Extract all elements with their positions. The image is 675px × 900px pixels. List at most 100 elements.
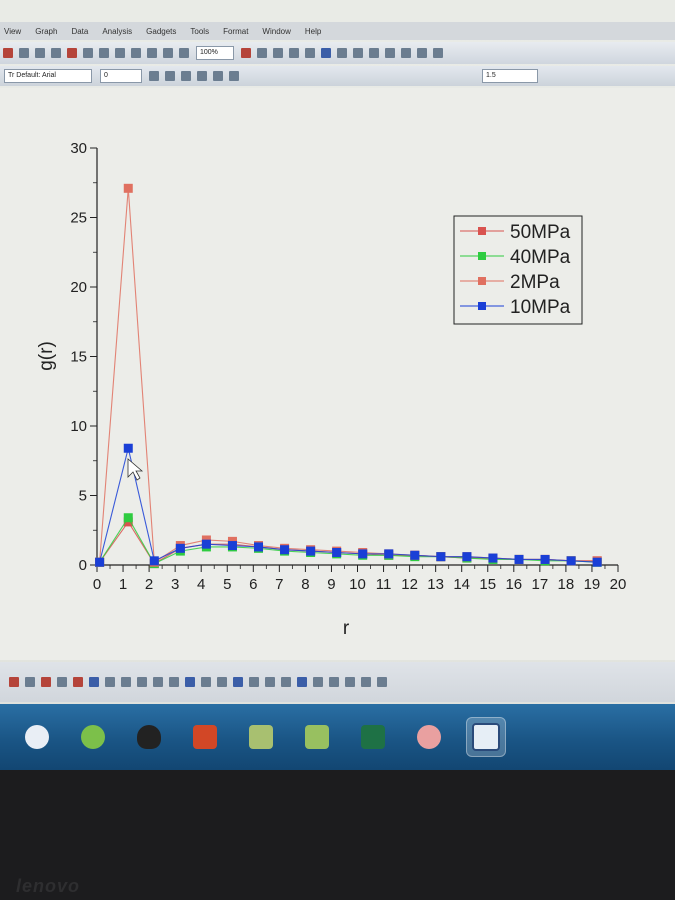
code-builder-icon[interactable]: [305, 48, 315, 58]
polar-plot-icon[interactable]: [137, 677, 147, 687]
menu-item-format[interactable]: Format: [223, 26, 249, 36]
greek-icon[interactable]: [229, 71, 239, 81]
data-point: [462, 552, 472, 562]
copy-page-icon[interactable]: [131, 48, 141, 58]
line-plot-icon[interactable]: [25, 677, 35, 687]
italic-icon[interactable]: [165, 71, 175, 81]
legend-label: 10MPa: [510, 297, 571, 318]
add-layer-icon[interactable]: [337, 48, 347, 58]
taskbar-browser[interactable]: [74, 718, 112, 756]
draw-data-icon[interactable]: [417, 48, 427, 58]
ungroup-icon[interactable]: [313, 677, 323, 687]
area-plot-icon[interactable]: [57, 677, 67, 687]
series-line: [99, 448, 598, 563]
x-tick-label: 4: [197, 576, 205, 593]
series-50mpa: [95, 517, 602, 569]
legend-item: 40MPa: [460, 247, 571, 268]
data-point: [227, 541, 237, 551]
print-icon[interactable]: [115, 48, 125, 58]
taskbar-app-green[interactable]: [242, 718, 280, 756]
data-point: [592, 557, 602, 567]
screen-reader-icon[interactable]: [401, 48, 411, 58]
new-project-icon[interactable]: [3, 48, 13, 58]
standard-toolbar: 100%: [0, 42, 675, 64]
legend-marker: [478, 227, 486, 235]
new-graph-icon[interactable]: [35, 48, 45, 58]
import-icon[interactable]: [99, 48, 109, 58]
bold-icon[interactable]: [149, 71, 159, 81]
pie-plot-icon[interactable]: [73, 677, 83, 687]
font-size-select[interactable]: 0: [100, 69, 142, 83]
multi-panel-icon[interactable]: [185, 677, 195, 687]
taskbar-app-clover[interactable]: [298, 718, 336, 756]
align-bottom-icon[interactable]: [281, 677, 291, 687]
layout-icon[interactable]: [169, 677, 179, 687]
font-select[interactable]: Tr Default: Arial: [4, 69, 92, 83]
contour-plot-icon[interactable]: [121, 677, 131, 687]
new-matrix-icon[interactable]: [51, 48, 61, 58]
subscript-icon[interactable]: [213, 71, 223, 81]
save-icon[interactable]: [83, 48, 93, 58]
x-tick-label: 9: [327, 576, 335, 593]
line-width-select[interactable]: 1.5: [482, 69, 538, 83]
stop-icon[interactable]: [241, 48, 251, 58]
back-icon[interactable]: [345, 677, 355, 687]
taskbar-messenger[interactable]: [130, 718, 168, 756]
menu-item-window[interactable]: Window: [262, 26, 291, 36]
browser-icon: [81, 725, 105, 749]
menu-item-tools[interactable]: Tools: [190, 26, 210, 36]
arrow-icon[interactable]: [377, 677, 387, 687]
graph-window[interactable]: 0 1 2 3 4 5 6 7 8 9 10 11 12 13 14 15 16 17 18 19 20 0 5 10 15 20…: [0, 88, 675, 660]
data-point: [254, 542, 264, 552]
y-tick-label: 0: [79, 557, 87, 574]
mask-icon[interactable]: [433, 48, 443, 58]
taskbar-excel[interactable]: [354, 718, 392, 756]
grid-icon[interactable]: [217, 677, 227, 687]
layer-management-icon[interactable]: [369, 48, 379, 58]
new-function-icon[interactable]: [321, 48, 331, 58]
rectangle-icon[interactable]: [361, 677, 371, 687]
superscript-icon[interactable]: [197, 71, 207, 81]
start-button[interactable]: [18, 718, 56, 756]
y-tick-label: 5: [79, 488, 87, 505]
open-icon[interactable]: [67, 48, 77, 58]
taskbar-media[interactable]: [410, 718, 448, 756]
menu-item-analysis[interactable]: Analysis: [102, 26, 133, 36]
menu-item-data[interactable]: Data: [71, 26, 89, 36]
zoom-field[interactable]: 100%: [196, 46, 234, 60]
series-10mpa: [95, 443, 602, 567]
stack-icon[interactable]: [201, 677, 211, 687]
menu-item-help[interactable]: Help: [304, 26, 322, 36]
3d-plot-icon[interactable]: [105, 677, 115, 687]
menu-item-graph[interactable]: Graph: [35, 26, 58, 36]
project-explorer-icon[interactable]: [257, 48, 267, 58]
taskbar-origin[interactable]: [466, 717, 506, 757]
align-top-icon[interactable]: [265, 677, 275, 687]
template-icon[interactable]: [153, 677, 163, 687]
taskbar-powerpoint[interactable]: [186, 718, 224, 756]
group-icon[interactable]: [297, 677, 307, 687]
y-tick-label: 15: [70, 349, 87, 366]
underline-icon[interactable]: [181, 71, 191, 81]
data-point: [149, 556, 159, 566]
rescale-icon[interactable]: [163, 48, 173, 58]
column-plot-icon[interactable]: [9, 677, 19, 687]
align-right-icon[interactable]: [249, 677, 259, 687]
statistics-plot-icon[interactable]: [89, 677, 99, 687]
export-icon[interactable]: [179, 48, 189, 58]
data-reader-icon[interactable]: [385, 48, 395, 58]
results-log-icon[interactable]: [273, 48, 283, 58]
screen: View Graph Data Analysis Gadgets Tools Format W…: [0, 0, 675, 770]
align-left-icon[interactable]: [233, 677, 243, 687]
front-icon[interactable]: [329, 677, 339, 687]
scatter-plot-icon[interactable]: [41, 677, 51, 687]
new-worksheet-icon[interactable]: [19, 48, 29, 58]
menu-item-gadgets[interactable]: Gadgets: [146, 26, 177, 36]
refresh-icon[interactable]: [147, 48, 157, 58]
origin-icon: [472, 723, 500, 751]
command-window-icon[interactable]: [289, 48, 299, 58]
menu-item-view[interactable]: View: [4, 26, 22, 36]
data-point: [436, 552, 446, 562]
y-tick-label: 20: [70, 279, 87, 296]
merge-graph-icon[interactable]: [353, 48, 363, 58]
